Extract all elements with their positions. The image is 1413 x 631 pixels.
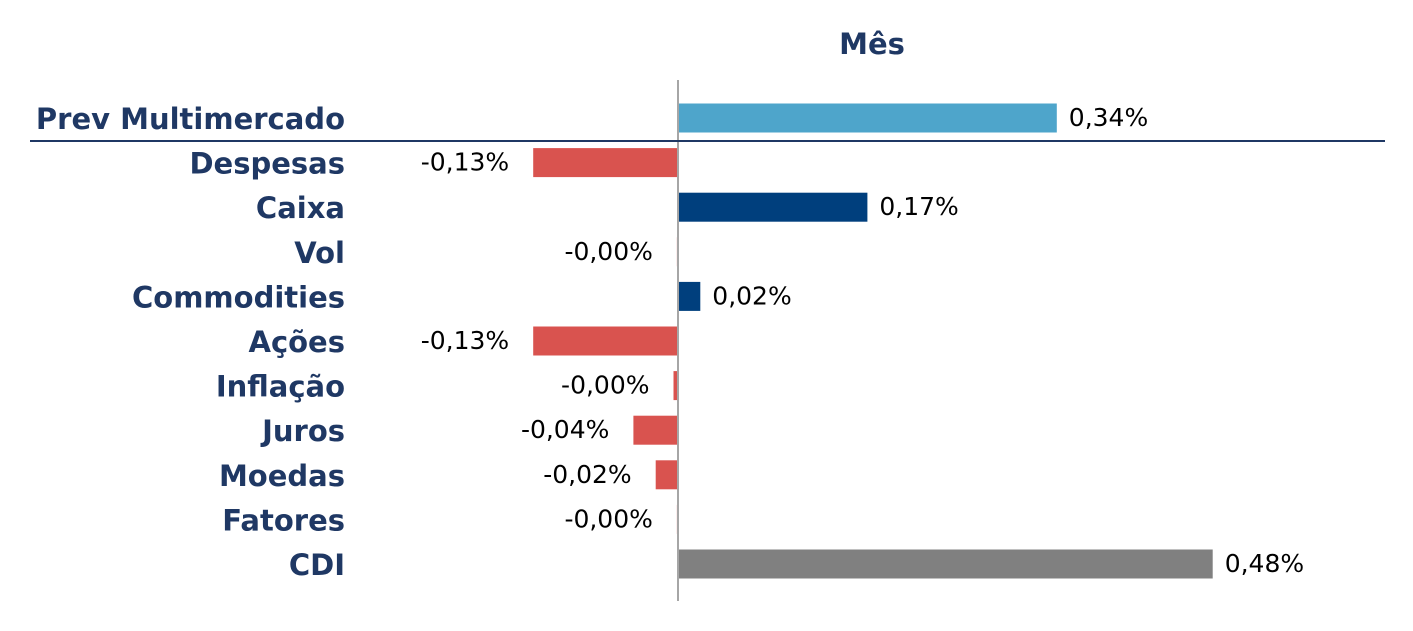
category-label: Juros (260, 414, 345, 448)
value-label: 0,17% (879, 192, 958, 221)
category-label: Despesas (189, 147, 345, 181)
value-labels-group: 0,34% -0,13% 0,17% -0,00% 0,02% -0,13% -0,00% -… (421, 103, 1304, 578)
category-label: Inflação (216, 370, 345, 404)
category-label: Vol (294, 236, 345, 270)
bar-a-es (533, 326, 678, 356)
value-label: -0,04% (521, 415, 609, 444)
category-label: Ações (249, 325, 346, 359)
value-label: -0,00% (561, 371, 649, 400)
category-label: Moedas (219, 459, 345, 493)
bar-commodities (678, 281, 701, 311)
value-label: 0,02% (712, 281, 791, 310)
category-label: Caixa (256, 191, 345, 225)
bar-cdi (678, 549, 1213, 579)
value-label: -0,13% (421, 148, 509, 177)
category-label: CDI (289, 548, 345, 582)
category-label: Commodities (132, 280, 345, 314)
bar-despesas (533, 148, 678, 178)
bar-juros (633, 415, 678, 445)
value-label: -0,02% (543, 460, 631, 489)
value-label: -0,13% (421, 326, 509, 355)
category-labels-group: Prev Multimercado Despesas Caixa Vol Commodi… (36, 102, 345, 582)
category-label: Fatores (222, 503, 345, 537)
value-label: -0,00% (564, 237, 652, 266)
bar-prev-multimercado (678, 103, 1057, 133)
bar-moedas (655, 460, 678, 490)
bar-caixa (678, 192, 868, 222)
chart-title: Mês (839, 27, 905, 61)
value-label: 0,48% (1225, 549, 1304, 578)
bars-group (533, 103, 1213, 579)
value-label: 0,34% (1069, 103, 1148, 132)
bar-infla-o (673, 371, 678, 401)
category-label: Prev Multimercado (36, 102, 345, 136)
value-label: -0,00% (564, 504, 652, 533)
